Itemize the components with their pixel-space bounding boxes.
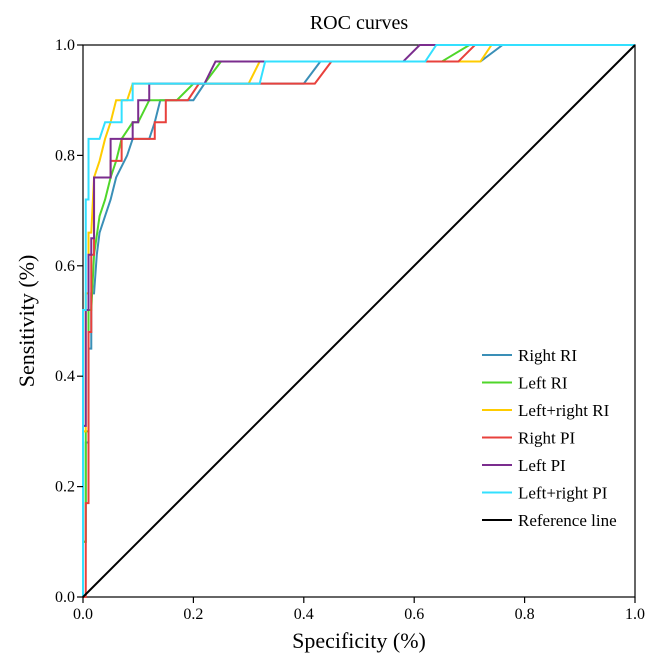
legend-label-left-ri: Left RI xyxy=(518,374,568,393)
x-tick-label: 0.2 xyxy=(183,606,203,623)
x-tick-label: 0.0 xyxy=(73,606,93,623)
legend-label-left-pi: Left PI xyxy=(518,456,566,475)
y-tick-label: 0.2 xyxy=(55,479,75,496)
y-tick-label: 0.0 xyxy=(55,589,75,606)
curve-left-plus-right-pi xyxy=(82,44,635,597)
x-axis-title: Specificity (%) xyxy=(292,628,426,653)
x-tick-label: 0.4 xyxy=(294,606,314,623)
legend: Right RI Left RI Left+right RI Right PI Left… xyxy=(482,346,617,530)
x-axis: 0.0 0.2 0.4 0.6 0.8 1.0 xyxy=(73,597,645,623)
plot-area xyxy=(82,44,636,598)
x-tick-label: 1.0 xyxy=(625,606,645,623)
legend-label-left-plus-right-pi: Left+right PI xyxy=(518,484,608,503)
x-tick-label: 0.6 xyxy=(404,606,424,623)
legend-label-reference-line: Reference line xyxy=(518,511,617,530)
curve-reference-line xyxy=(82,44,636,598)
legend-label-right-pi: Right PI xyxy=(518,429,575,448)
y-axis-title: Sensitivity (%) xyxy=(14,255,39,388)
legend-label-left-plus-right-ri: Left+right RI xyxy=(518,401,610,420)
y-tick-label: 0.4 xyxy=(55,368,75,385)
curve-left-pi xyxy=(82,44,635,597)
chart-title: ROC curves xyxy=(310,12,409,34)
y-axis: 0.0 0.2 0.4 0.6 0.8 1.0 xyxy=(55,37,83,606)
legend-label-right-ri: Right RI xyxy=(518,346,577,365)
curve-right-pi xyxy=(83,44,635,598)
y-tick-label: 0.8 xyxy=(55,147,75,164)
y-tick-label: 0.6 xyxy=(55,258,75,275)
y-tick-label: 1.0 xyxy=(55,37,75,54)
curves-group xyxy=(82,44,636,598)
x-tick-label: 0.8 xyxy=(515,606,535,623)
